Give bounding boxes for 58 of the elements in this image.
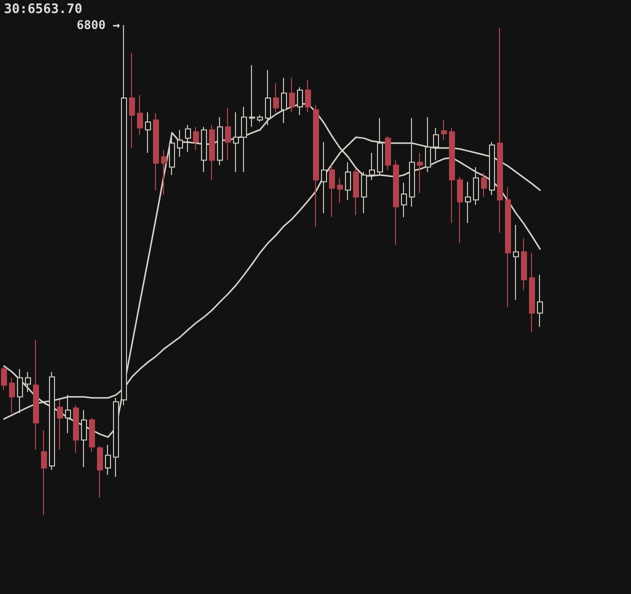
candlestick [513, 224, 519, 300]
candlestick [137, 94, 143, 136]
candlestick [209, 124, 215, 180]
candlestick [185, 124, 191, 152]
candlestick [537, 274, 543, 328]
candlestick [217, 116, 223, 166]
candlestick [233, 112, 239, 172]
candlestick [465, 181, 471, 224]
candlestick [321, 142, 327, 214]
candlestick [361, 172, 367, 214]
candlestick [417, 152, 423, 194]
candlestick [33, 340, 39, 450]
candlestick [393, 160, 399, 246]
candlestick [529, 252, 535, 333]
text: 30:6563.70 [4, 2, 82, 17]
candlestick [489, 142, 495, 196]
candlestick [353, 168, 359, 216]
candlestick [129, 52, 135, 148]
candlestick [97, 445, 103, 498]
candlestick [521, 238, 527, 291]
candlestick [457, 176, 463, 244]
candlestick [169, 132, 175, 176]
candlestick [289, 77, 295, 113]
candlestick [9, 377, 15, 414]
candlestick [25, 371, 31, 393]
candlestick [441, 120, 447, 141]
candlestick [337, 177, 343, 204]
candlestick [481, 172, 487, 198]
candlestick [17, 368, 23, 414]
candlestick [89, 417, 95, 452]
candlestick [241, 106, 247, 172]
candlestick [1, 366, 7, 391]
candlestick [41, 430, 47, 516]
candlestick [225, 107, 231, 161]
candlestick [57, 399, 63, 450]
candlestick [105, 444, 111, 476]
candlestick [273, 82, 279, 113]
candlestick [193, 126, 199, 150]
candlestick [73, 404, 79, 454]
candlestick [177, 129, 183, 158]
candlestick [305, 79, 311, 113]
candlestick [345, 162, 351, 200]
candlestick [249, 64, 255, 128]
candlestick [145, 112, 151, 154]
candlestick [369, 152, 375, 180]
candlestick [161, 149, 167, 196]
candlestick [257, 114, 263, 123]
candlestick [401, 182, 407, 218]
candlestick [505, 186, 511, 308]
candlestick [329, 164, 335, 218]
candlestick [153, 112, 159, 191]
candlestick [385, 136, 391, 171]
candlestick [497, 27, 503, 234]
annotation: 6800 → [76, 18, 120, 32]
candlestick [201, 126, 207, 172]
candlestick [449, 127, 455, 224]
candlestick [313, 104, 319, 228]
candlestick [473, 166, 479, 206]
